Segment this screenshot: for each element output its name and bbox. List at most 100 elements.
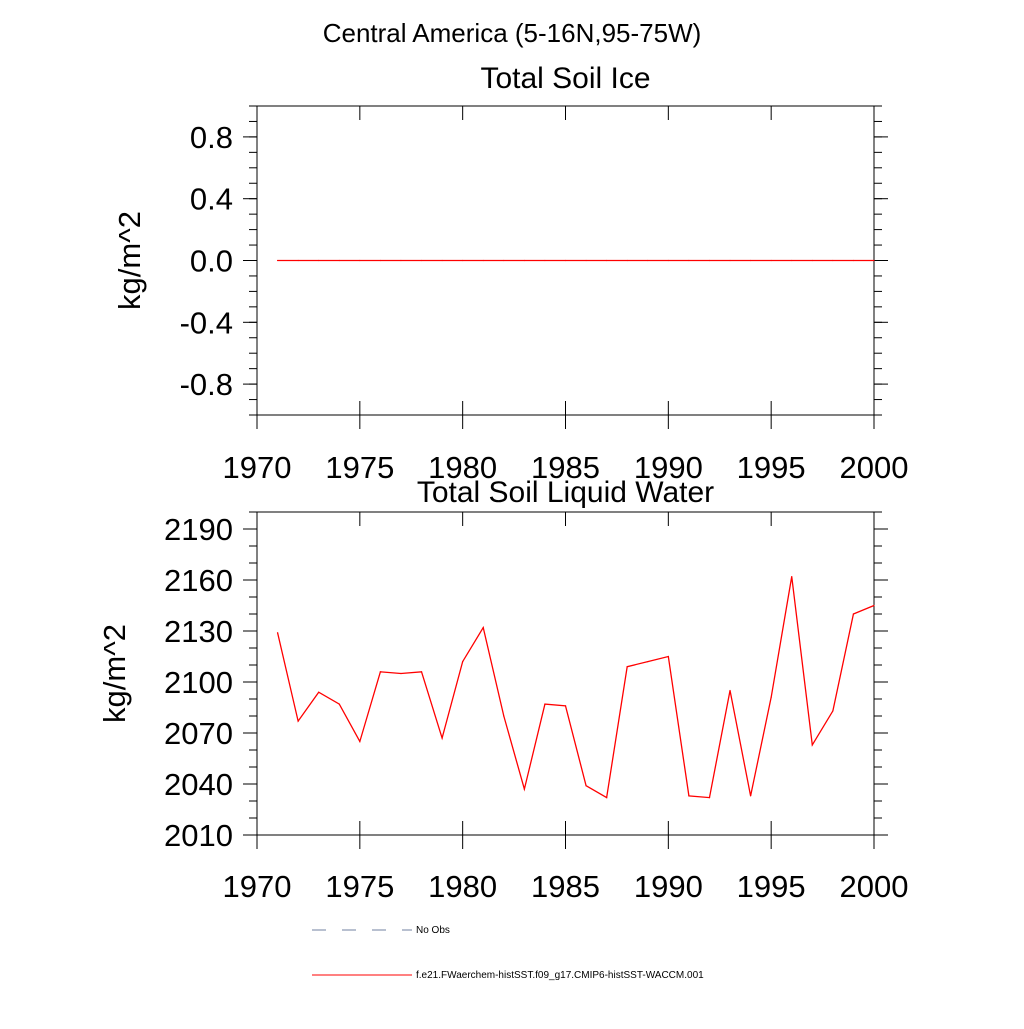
data-point <box>626 666 628 668</box>
y-tick-label: 2010 <box>164 818 233 853</box>
data-point <box>359 740 361 743</box>
data-point <box>791 259 793 262</box>
panel-total-soil-liquid-water: Total Soil Liquid Water 1970 1975 1980 1985 1… <box>97 476 908 904</box>
data-point <box>441 737 443 739</box>
data-point <box>626 259 628 262</box>
data-point <box>729 689 731 692</box>
y-tick-label: -0.8 <box>180 367 233 402</box>
data-point <box>297 259 299 262</box>
data-point <box>688 795 690 797</box>
data-point <box>482 627 484 629</box>
data-point <box>791 576 793 578</box>
y-tick-label: 0.4 <box>190 182 233 217</box>
data-point <box>564 259 567 262</box>
data-point <box>647 661 649 663</box>
x-tick-label: 1985 <box>531 450 600 485</box>
data-point <box>770 696 772 698</box>
data-point <box>544 259 546 262</box>
data-point <box>667 655 669 658</box>
data-point <box>276 259 279 262</box>
data-point <box>606 259 608 262</box>
x-tick-label: 1970 <box>223 450 292 485</box>
data-point <box>379 671 381 673</box>
data-point <box>420 259 423 262</box>
data-point <box>338 703 340 705</box>
x-tick-label: 1980 <box>428 450 497 485</box>
data-point <box>667 259 669 262</box>
x-tick-label: 1985 <box>531 869 600 904</box>
data-point <box>750 795 752 797</box>
data-point <box>873 604 875 607</box>
data-point <box>750 259 752 262</box>
data-point <box>420 671 423 673</box>
x-tick-label: 1980 <box>428 869 497 904</box>
data-point <box>318 691 320 693</box>
data-point <box>400 259 402 262</box>
data-point <box>523 259 525 262</box>
x-tick-label: 1990 <box>634 869 703 904</box>
y-tick-label: 2130 <box>164 614 233 649</box>
data-point <box>708 797 711 799</box>
data-point <box>647 259 649 262</box>
data-point <box>708 259 711 262</box>
data-point <box>503 259 505 262</box>
data-point <box>359 259 361 262</box>
chart-title: Total Soil Liquid Water <box>417 476 714 509</box>
x-tick-label: 2000 <box>840 869 909 904</box>
x-tick-label: 1975 <box>325 450 394 485</box>
data-point <box>585 259 587 262</box>
y-tick-label: 0.8 <box>190 120 233 155</box>
y-tick-label: 2160 <box>164 563 233 598</box>
data-point <box>462 259 464 262</box>
y-axis-label: kg/m^2 <box>97 624 132 723</box>
x-tick-label: 1970 <box>223 869 292 904</box>
y-tick-label: 2100 <box>164 665 233 700</box>
figure-suptitle: Central America (5-16N,95-75W) <box>323 18 702 48</box>
data-point <box>832 259 834 262</box>
data-point <box>503 715 505 717</box>
data-point <box>338 259 340 262</box>
data-point <box>276 632 279 634</box>
panel-total-soil-ice: Total Soil Ice 1970 1975 1980 1985 1990 1995 20… <box>112 62 908 485</box>
data-point <box>544 703 546 705</box>
data-point <box>811 744 813 746</box>
data-point <box>297 720 299 722</box>
data-point <box>482 259 484 262</box>
data-point <box>564 705 567 707</box>
y-tick-label: 2070 <box>164 716 233 751</box>
x-tick-label: 1995 <box>737 450 806 485</box>
y-tick-label: 2040 <box>164 767 233 802</box>
x-tick-label: 1990 <box>634 450 703 485</box>
legend: No Obs f.e21.FWaerchem-histSST.f09_g17.CM… <box>312 925 704 981</box>
y-tick-label: 2190 <box>164 512 233 547</box>
y-tick-label: 0.0 <box>190 244 233 279</box>
data-point <box>852 259 855 262</box>
data-point <box>441 259 443 262</box>
x-tick-label: 1995 <box>737 869 806 904</box>
legend-label: f.e21.FWaerchem-histSST.f09_g17.CMIP6-hi… <box>416 970 704 981</box>
data-point <box>606 797 608 799</box>
data-point <box>729 259 731 262</box>
data-point <box>400 672 402 675</box>
data-point <box>318 259 320 262</box>
chart-title: Total Soil Ice <box>480 62 650 95</box>
legend-label: No Obs <box>416 925 450 936</box>
y-tick-label: -0.4 <box>180 305 233 340</box>
data-point <box>523 788 525 790</box>
data-point <box>811 259 813 262</box>
y-axis-label: kg/m^2 <box>112 211 147 310</box>
data-point <box>462 661 464 663</box>
data-point <box>770 259 772 262</box>
data-point <box>873 259 875 262</box>
data-point <box>585 785 587 787</box>
plot-frame <box>256 511 875 836</box>
data-point <box>688 259 690 262</box>
data-point <box>379 259 381 262</box>
data-point <box>832 710 834 712</box>
x-tick-label: 1975 <box>325 869 394 904</box>
x-tick-label: 2000 <box>840 450 909 485</box>
data-point <box>852 613 855 615</box>
series-line <box>276 576 875 799</box>
